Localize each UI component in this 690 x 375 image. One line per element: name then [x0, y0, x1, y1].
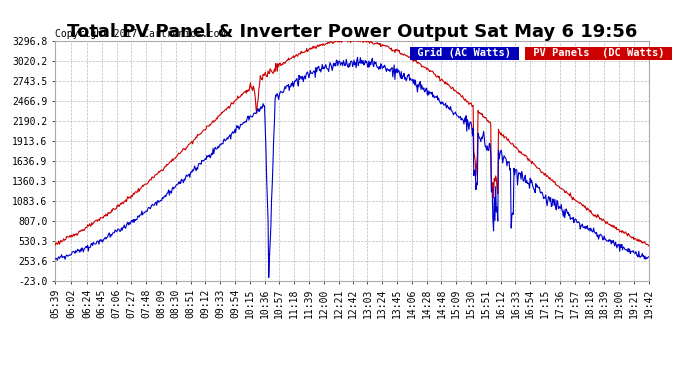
Text: PV Panels  (DC Watts): PV Panels (DC Watts) [527, 48, 671, 58]
Text: Copyright 2017 Cartronics.com: Copyright 2017 Cartronics.com [55, 29, 226, 39]
Text: Grid (AC Watts): Grid (AC Watts) [411, 48, 518, 58]
Title: Total PV Panel & Inverter Power Output Sat May 6 19:56: Total PV Panel & Inverter Power Output S… [67, 23, 637, 41]
